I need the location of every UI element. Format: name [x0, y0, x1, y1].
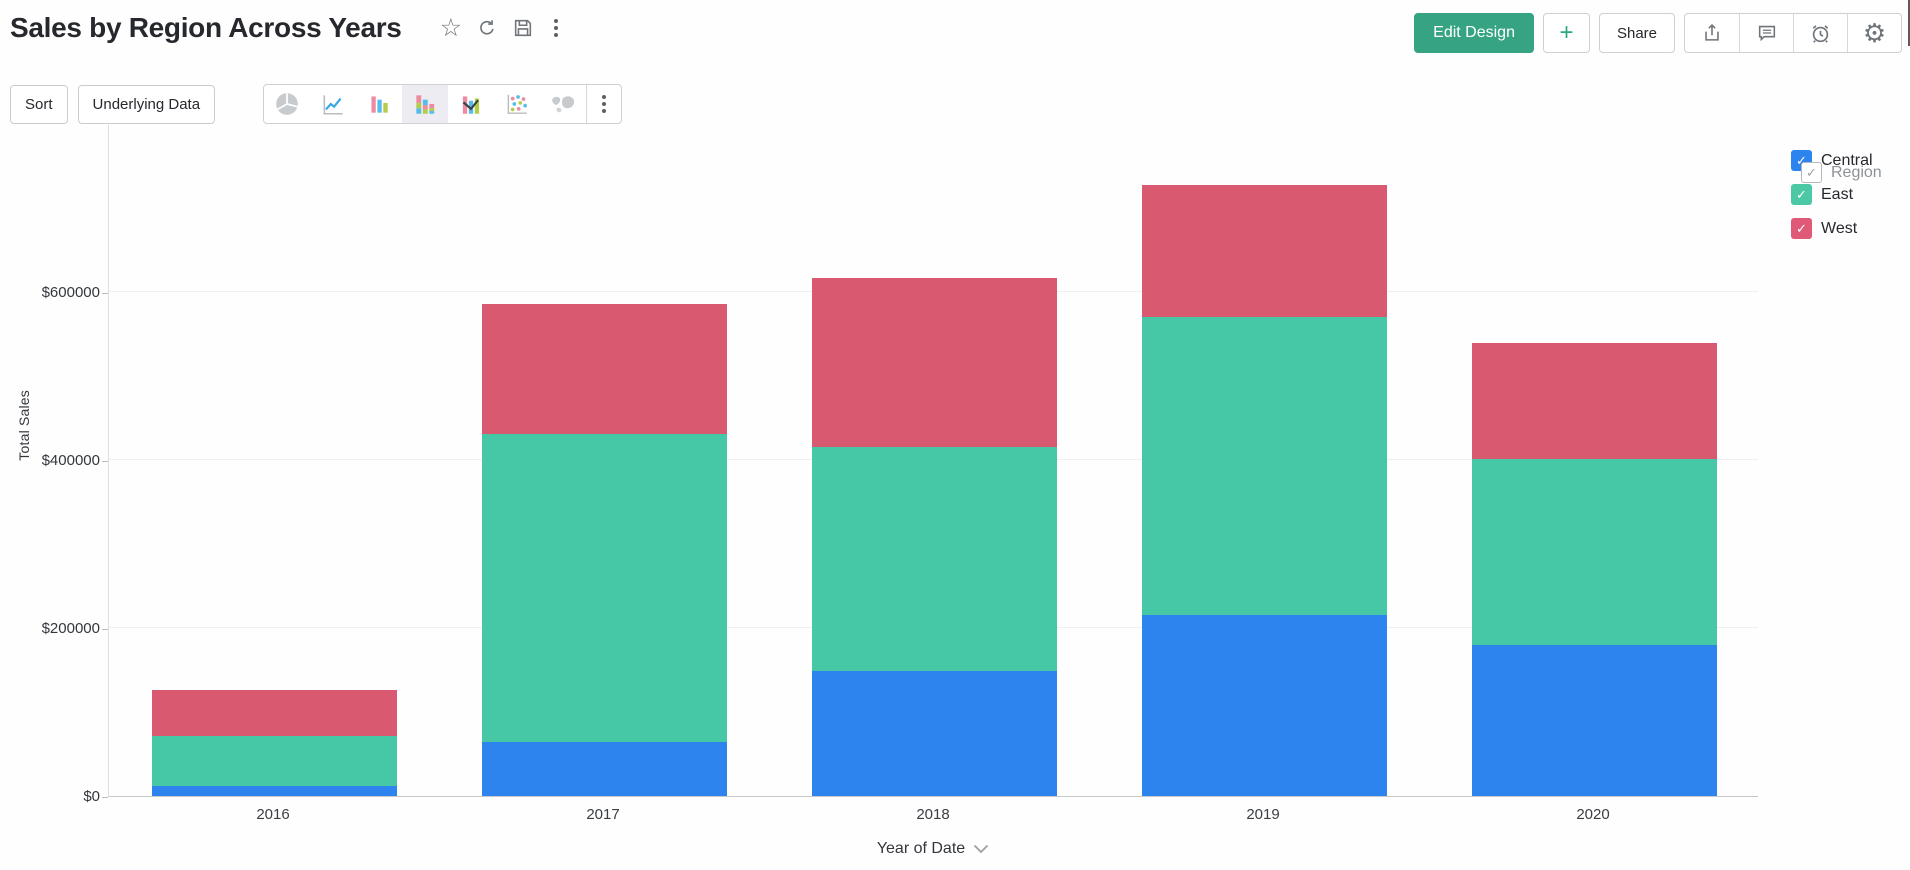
x-tick-label: 2018	[916, 806, 950, 823]
window-edge	[1908, 0, 1910, 46]
x-tick-label: 2016	[256, 806, 290, 823]
bar-segment-west-2018[interactable]	[811, 278, 1057, 447]
legend-header-region[interactable]: ✓ Region	[1801, 162, 1882, 183]
x-tick-label: 2017	[586, 806, 620, 823]
export-icon[interactable]	[1685, 14, 1739, 52]
legend-item-west[interactable]: ✓ West	[1791, 218, 1873, 239]
sort-button[interactable]: Sort	[10, 84, 68, 124]
checkbox-checked-icon[interactable]: ✓	[1791, 218, 1812, 239]
divider	[586, 85, 588, 123]
bar-segment-central-2020[interactable]	[1471, 645, 1717, 796]
header-icon-group: ⚙	[1684, 13, 1902, 53]
chart-legend: ✓ Region ✓ Central ✓ East ✓ West	[1791, 150, 1882, 239]
map-chart-icon[interactable]	[540, 85, 586, 123]
y-tick-label: $600000	[41, 284, 100, 301]
x-tick-label: 2020	[1576, 806, 1610, 823]
stacked-bar-chart-icon[interactable]	[402, 85, 449, 123]
star-icon[interactable]: ☆	[439, 14, 463, 42]
checkbox-checked-icon[interactable]: ✓	[1791, 184, 1812, 205]
share-button[interactable]: Share	[1598, 13, 1675, 53]
x-axis-title: Year of Date	[876, 840, 966, 857]
comment-icon[interactable]	[1739, 14, 1793, 52]
x-tick-label: 2019	[1246, 806, 1280, 823]
checkbox-checked-icon[interactable]: ✓	[1801, 162, 1822, 183]
legend-item-label: East	[1821, 185, 1854, 203]
scatter-chart-icon[interactable]	[494, 85, 540, 123]
more-vertical-icon[interactable]	[548, 17, 564, 39]
bar-segment-east-2016[interactable]	[151, 736, 397, 786]
bar-slot-2016	[109, 690, 439, 796]
x-axis-field-dropdown[interactable]: Year of Date	[108, 840, 1758, 858]
legend-item-label: Central	[1821, 151, 1873, 169]
stacked-bar-2019[interactable]	[1141, 185, 1387, 796]
settings-gear-icon[interactable]: ⚙	[1847, 14, 1901, 52]
bar-segment-central-2017[interactable]	[481, 742, 727, 796]
chevron-down-icon	[974, 844, 989, 854]
y-tick-mark	[102, 461, 108, 462]
chart-type-switcher	[263, 84, 623, 124]
report-header: Sales by Region Across Years ☆	[10, 12, 564, 44]
header-actions: Edit Design + Share ⚙	[1414, 13, 1902, 53]
bar-segment-east-2020[interactable]	[1471, 459, 1717, 645]
chart-toolbar: Sort Underlying Data	[10, 84, 623, 124]
bar-segment-west-2019[interactable]	[1141, 185, 1387, 317]
alarm-icon[interactable]	[1793, 14, 1847, 52]
legend-title: Region	[1831, 163, 1882, 181]
save-icon[interactable]	[512, 17, 534, 39]
bar-segment-west-2017[interactable]	[481, 304, 727, 434]
edit-design-button[interactable]: Edit Design	[1414, 13, 1534, 53]
stacked-bar-2018[interactable]	[811, 278, 1057, 796]
bar-segment-east-2019[interactable]	[1141, 317, 1387, 615]
bar-segment-east-2017[interactable]	[481, 434, 727, 742]
bar-slot-2019	[1099, 185, 1429, 796]
legend-item-east[interactable]: ✓ East	[1791, 184, 1873, 205]
bar-segment-west-2020[interactable]	[1471, 343, 1717, 459]
stacked-bar-2020[interactable]	[1471, 343, 1717, 796]
bar-segment-west-2016[interactable]	[151, 690, 397, 736]
stacked-bar-2016[interactable]	[151, 690, 397, 796]
bar-slot-2018	[769, 278, 1099, 796]
y-tick-mark	[102, 797, 108, 798]
y-axis-title: Total Sales	[16, 390, 32, 461]
y-tick-label: $400000	[41, 452, 100, 469]
legend-item-label: West	[1821, 219, 1858, 237]
y-tick-label: $200000	[41, 620, 100, 637]
y-tick-label: $0	[83, 788, 100, 805]
underlying-data-button[interactable]: Underlying Data	[77, 84, 216, 124]
stacked-bar-plot-area	[108, 125, 1758, 797]
line-chart-icon[interactable]	[310, 85, 356, 123]
pie-chart-icon[interactable]	[264, 85, 310, 123]
y-tick-mark	[102, 629, 108, 630]
bar-slot-2020	[1429, 343, 1759, 796]
chart-type-more-icon[interactable]	[587, 85, 621, 123]
bar-slot-2017	[439, 304, 769, 796]
bar-segment-central-2019[interactable]	[1141, 615, 1387, 796]
combo-chart-icon[interactable]	[448, 85, 494, 123]
refresh-icon[interactable]	[476, 17, 498, 39]
y-tick-mark	[102, 293, 108, 294]
bar-segment-east-2018[interactable]	[811, 447, 1057, 671]
page-title: Sales by Region Across Years	[10, 12, 402, 43]
bar-segment-central-2018[interactable]	[811, 671, 1057, 796]
add-button[interactable]: +	[1542, 13, 1590, 53]
bar-chart-icon[interactable]	[356, 85, 402, 123]
more-vertical-icon	[596, 93, 612, 115]
stacked-bar-2017[interactable]	[481, 304, 727, 796]
bar-segment-central-2016[interactable]	[151, 786, 397, 796]
